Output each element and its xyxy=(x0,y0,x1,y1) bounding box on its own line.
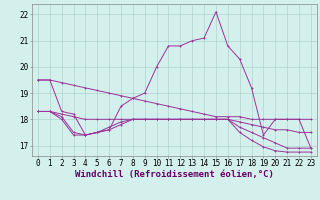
X-axis label: Windchill (Refroidissement éolien,°C): Windchill (Refroidissement éolien,°C) xyxy=(75,170,274,179)
